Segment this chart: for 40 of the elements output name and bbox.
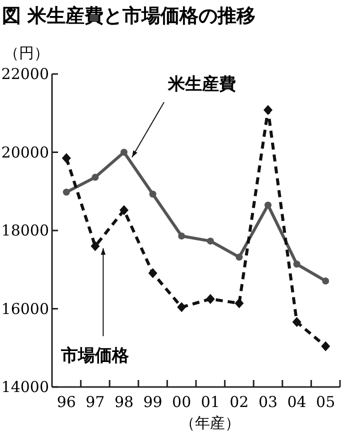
point <box>149 190 156 198</box>
point <box>292 317 302 328</box>
point <box>90 241 100 252</box>
y-tick-label: 18000 <box>1 222 49 240</box>
point <box>293 260 300 268</box>
point <box>264 104 272 115</box>
point <box>177 302 186 312</box>
x-tick-label: 98 <box>114 393 134 411</box>
text: 市場価格 <box>60 346 130 366</box>
chart-title: 図 米生産費と市場価格の推移 <box>2 5 256 27</box>
point <box>264 202 272 209</box>
point <box>92 174 99 181</box>
x-tick-label: 04 <box>287 393 306 411</box>
x-tick-label: 99 <box>143 393 162 411</box>
point <box>206 238 214 245</box>
point <box>120 205 128 216</box>
y-axis-title: （円） <box>4 44 49 62</box>
x-tick-label: 97 <box>86 393 105 411</box>
point <box>234 298 244 308</box>
y-tick-label: 20000 <box>1 143 49 162</box>
y-tick-label: 16000 <box>1 300 49 318</box>
point <box>322 277 330 284</box>
x-tick-label: 02 <box>230 393 249 411</box>
point <box>321 341 330 352</box>
x-tick-label: 00 <box>172 393 192 411</box>
point <box>178 232 186 240</box>
point <box>62 153 71 164</box>
y-tick-label: 14000 <box>1 378 49 396</box>
x-axis-title: （年産） <box>180 414 240 432</box>
x-tick-label: 05 <box>316 393 336 411</box>
point <box>206 294 215 304</box>
point <box>62 188 70 196</box>
text: 米生産費 <box>167 74 236 94</box>
x-tick-label: 01 <box>200 393 220 411</box>
point <box>148 268 158 278</box>
point <box>236 254 243 261</box>
point <box>120 148 128 156</box>
x-tick-label: 03 <box>258 393 278 411</box>
y-tick-label: 22000 <box>1 65 49 83</box>
x-tick-label: 96 <box>56 393 76 411</box>
